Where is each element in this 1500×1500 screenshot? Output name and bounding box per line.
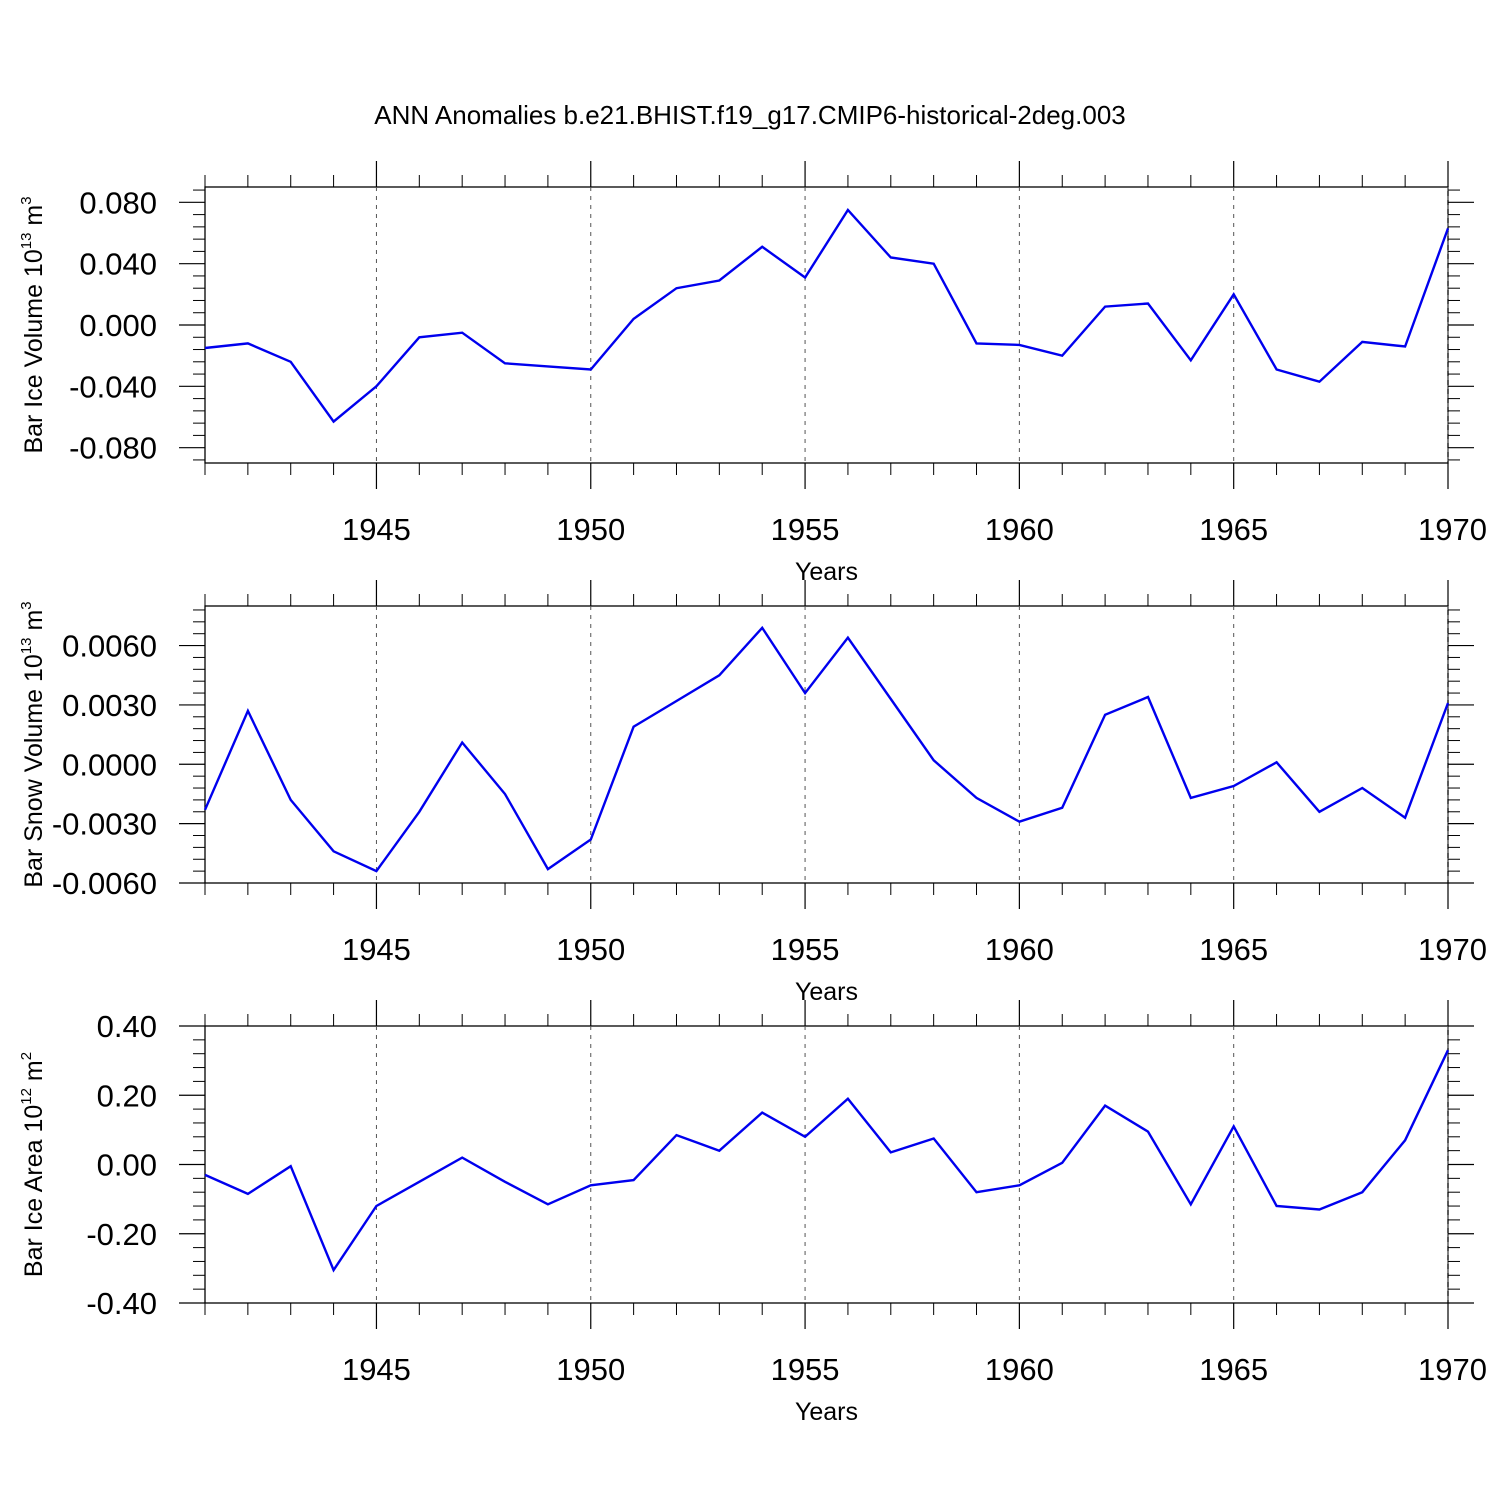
- y-tick-label: 0.0000: [62, 747, 157, 782]
- x-tick-label: 1970: [1418, 932, 1487, 967]
- x-tick-label: 1945: [342, 512, 411, 547]
- x-axis-label: Years: [795, 558, 858, 586]
- x-tick-label: 1950: [556, 932, 625, 967]
- series-line: [204, 1049, 1450, 1273]
- plot-frame: [204, 186, 1449, 464]
- y-tick-label: 0.040: [79, 247, 157, 282]
- y-tick-label: -0.0060: [52, 866, 157, 901]
- y-tick-label: 0.0060: [62, 629, 157, 664]
- panels: 1945 1950 1955 1960 1965 1970 -0.080 -0.040 0.00…: [18, 161, 1487, 1426]
- y-tick-label: -0.0030: [52, 807, 157, 842]
- x-tick-label: 1955: [771, 932, 840, 967]
- x-tick-label: 1955: [771, 1352, 840, 1387]
- panel-1: 1945 1950 1955 1960 1965 1970 -0.080 -0.040 0.00…: [18, 161, 1487, 586]
- x-tick-label: 1965: [1199, 1352, 1268, 1387]
- x-tick-label: 1945: [342, 1352, 411, 1387]
- y-tick-label: -0.080: [69, 431, 157, 466]
- y-tick-label: 0.20: [97, 1078, 157, 1113]
- plot-frame: [204, 1025, 1449, 1304]
- panel-2: 1945 1950 1955 1960 1965 1970 -0.0060 -0.0030 0.…: [18, 580, 1487, 1006]
- x-axis-label: Years: [795, 1398, 858, 1426]
- x-tick-label: 1965: [1199, 932, 1268, 967]
- y-tick-label: -0.40: [86, 1286, 157, 1321]
- y-tick-label: 0.40: [97, 1009, 157, 1044]
- y-axis-label: Bar Ice Area 1012 m2: [18, 1052, 48, 1277]
- x-axis-label: Years: [795, 978, 858, 1006]
- x-tick-label: 1960: [985, 512, 1054, 547]
- y-axis-label: Bar Ice Volume 1013 m3: [18, 196, 48, 453]
- x-tick-label: 1960: [985, 932, 1054, 967]
- series-line: [204, 208, 1450, 424]
- x-tick-label: 1955: [771, 512, 840, 547]
- figure-title: ANN Anomalies b.e21.BHIST.f19_g17.CMIP6-…: [374, 100, 1126, 130]
- x-tick-label: 1965: [1199, 512, 1268, 547]
- y-tick-label: 0.00: [97, 1148, 157, 1183]
- y-tick-label: 0.000: [79, 308, 157, 343]
- y-tick-label: 0.0030: [62, 688, 157, 723]
- x-tick-label: 1950: [556, 1352, 625, 1387]
- plot-frame: [204, 605, 1449, 884]
- x-tick-label: 1970: [1418, 512, 1487, 547]
- y-tick-label: -0.20: [86, 1217, 157, 1252]
- panel-3: 1945 1950 1955 1960 1965 1970 -0.40 -0.20 0.00 0.…: [18, 1000, 1487, 1426]
- y-tick-label: -0.040: [69, 369, 157, 404]
- series-line: [203, 625, 1450, 873]
- y-tick-label: 0.080: [79, 185, 157, 220]
- x-tick-label: 1960: [985, 1352, 1054, 1387]
- x-tick-label: 1970: [1418, 1352, 1487, 1387]
- x-tick-label: 1945: [342, 932, 411, 967]
- y-axis-label: Bar Snow Volume 1013 m3: [18, 601, 48, 887]
- x-tick-label: 1950: [556, 512, 625, 547]
